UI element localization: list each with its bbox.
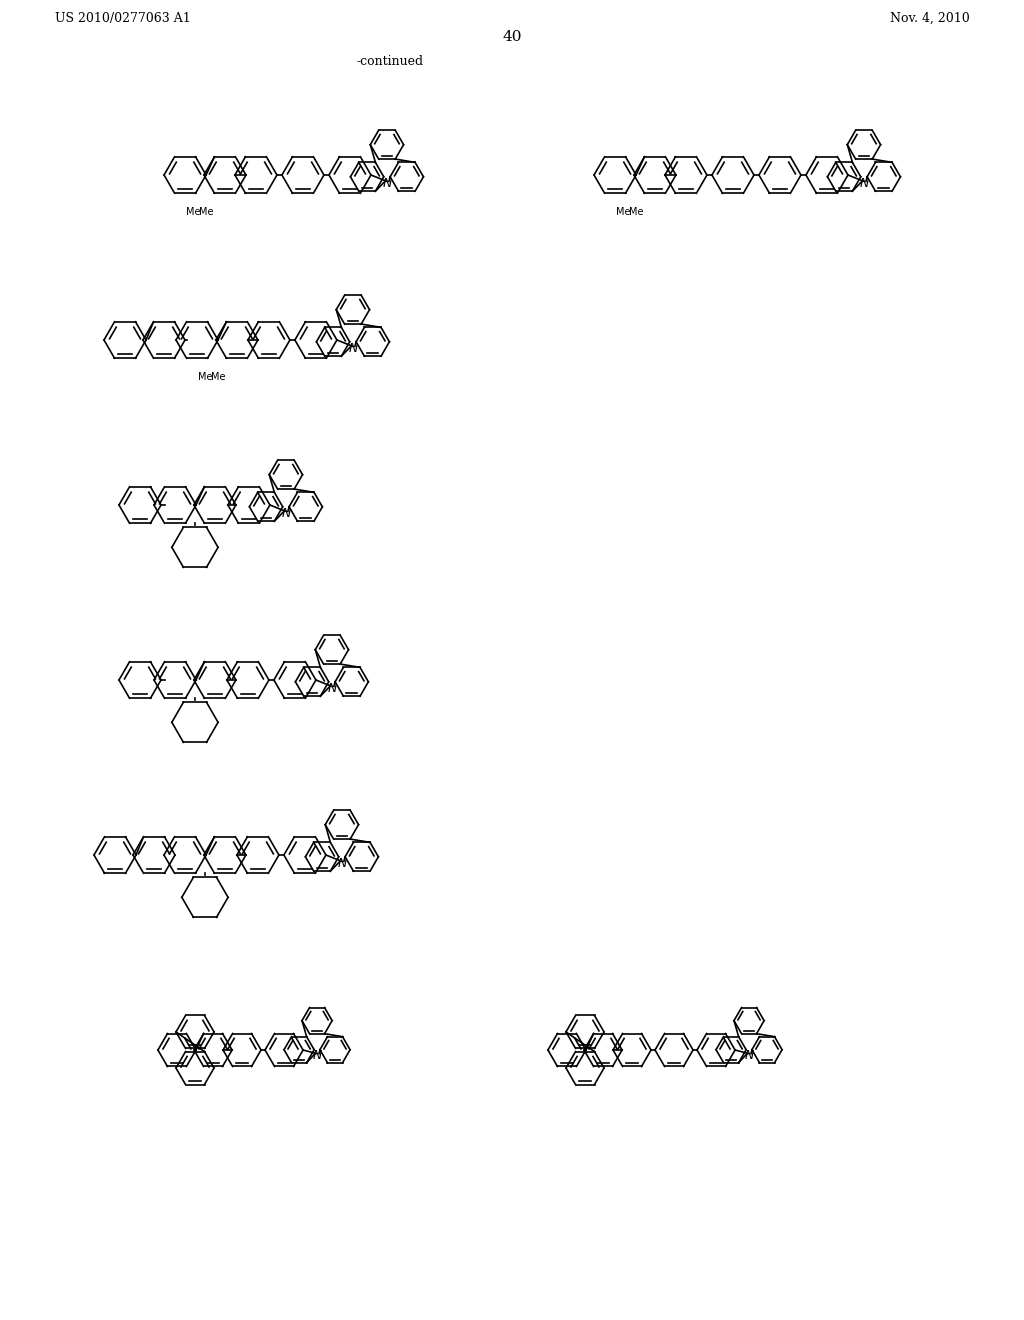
Text: US 2010/0277063 A1: US 2010/0277063 A1: [55, 12, 190, 25]
Text: N: N: [337, 857, 346, 870]
Text: Me: Me: [629, 207, 643, 216]
Text: Me: Me: [199, 372, 213, 381]
Text: N: N: [744, 1049, 754, 1063]
Text: N: N: [312, 1049, 322, 1063]
Text: Me: Me: [211, 372, 225, 381]
Text: Me: Me: [186, 207, 201, 216]
Text: N: N: [282, 507, 291, 520]
Text: N: N: [382, 177, 391, 190]
Text: -continued: -continued: [356, 55, 424, 69]
Text: N: N: [328, 682, 337, 694]
Text: Nov. 4, 2010: Nov. 4, 2010: [890, 12, 970, 25]
Text: Me: Me: [616, 207, 631, 216]
Text: N: N: [859, 177, 868, 190]
Text: Me: Me: [199, 207, 213, 216]
Text: N: N: [348, 342, 357, 355]
Text: 40: 40: [502, 30, 522, 44]
